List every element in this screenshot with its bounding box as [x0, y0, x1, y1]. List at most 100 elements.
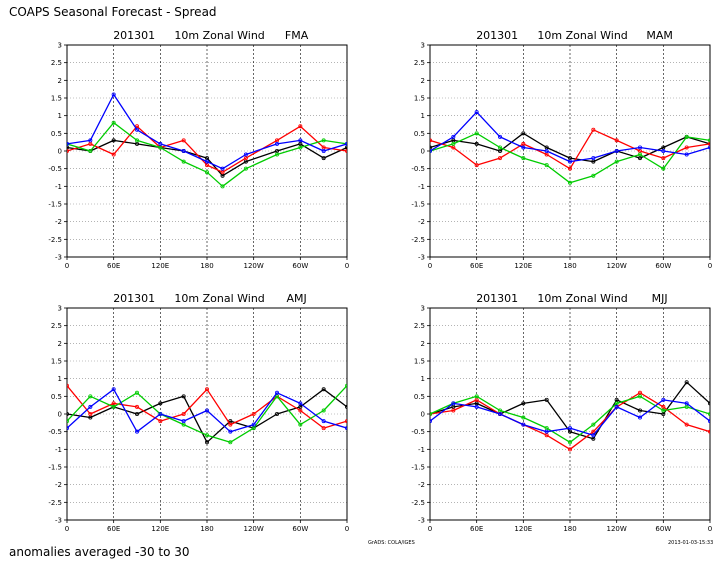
series-line-2 [430, 395, 710, 443]
x-tick-label: 120E [514, 262, 532, 270]
series-point [474, 131, 479, 136]
series-line-3 [67, 388, 347, 433]
series-point [298, 408, 303, 413]
series-line-0 [430, 381, 710, 440]
series-line-2 [67, 122, 347, 187]
series-point [684, 145, 689, 150]
x-tick-label: 180 [563, 262, 576, 270]
series-point [708, 141, 710, 146]
series-point [708, 138, 710, 143]
y-tick-label: -2.5 [411, 236, 425, 244]
series-point [661, 148, 666, 153]
y-tick-label: 2.5 [414, 322, 425, 330]
y-tick-label: -1 [418, 446, 425, 454]
series-point [298, 145, 303, 150]
y-tick-label: 1.5 [414, 358, 425, 366]
series-point [111, 152, 116, 157]
series-point [568, 440, 573, 445]
series-point [345, 404, 347, 409]
series-point [568, 159, 573, 164]
series-point [591, 156, 596, 161]
series-point [228, 440, 233, 445]
series-point [451, 401, 456, 406]
panel-title-season: MAM [646, 29, 673, 42]
x-tick-label: 180 [200, 262, 213, 270]
series-point [430, 149, 432, 153]
series-point [88, 148, 93, 153]
series-point [708, 412, 710, 416]
series-point [204, 387, 209, 392]
series-line-0 [430, 132, 710, 163]
series-point [684, 134, 689, 139]
series-line-3 [430, 399, 710, 436]
series-point [181, 138, 186, 143]
series-line-1 [430, 129, 710, 170]
series-point [88, 411, 93, 416]
series-point [544, 397, 549, 402]
series-line-3 [430, 111, 710, 163]
y-tick-label: -1.5 [411, 464, 425, 472]
y-tick-label: 0.5 [414, 393, 425, 401]
y-tick-label: 1.5 [51, 95, 62, 103]
series-point [474, 404, 479, 409]
y-tick-label: -2 [418, 481, 425, 489]
series-point [638, 408, 643, 413]
series-point [158, 141, 163, 146]
series-point [591, 127, 596, 132]
x-tick-label: 60E [107, 525, 120, 533]
series-point [345, 419, 347, 424]
series-point [298, 401, 303, 406]
series-point [274, 390, 279, 395]
series-point [111, 92, 116, 97]
series-group [430, 110, 710, 185]
series-point [544, 429, 549, 434]
x-tick-label: 0 [708, 262, 712, 270]
series-point [345, 383, 347, 388]
series-point [67, 141, 69, 146]
series-point [111, 404, 116, 409]
page-title: COAPS Seasonal Forecast - Spread [9, 5, 217, 19]
y-tick-label: 2 [58, 340, 62, 348]
panel-title-date: 201301 [113, 292, 155, 305]
series-point [67, 412, 69, 416]
x-tick-label: 180 [200, 525, 213, 533]
y-tick-label: 2 [421, 340, 425, 348]
series-point [661, 397, 666, 402]
series-point [568, 180, 573, 185]
y-tick-label: 1 [58, 112, 62, 120]
x-tick-label: 0 [708, 525, 712, 533]
y-tick-label: 1 [421, 375, 425, 383]
x-tick-label: 120E [151, 262, 169, 270]
series-point [243, 152, 248, 157]
series-point [474, 394, 479, 399]
y-tick-label: -2 [55, 481, 62, 489]
y-tick-label: -2.5 [48, 236, 62, 244]
series-point [708, 401, 710, 406]
series-point [544, 163, 549, 168]
series-point [134, 127, 139, 132]
series-point [88, 394, 93, 399]
series-point [591, 422, 596, 427]
series-point [614, 138, 619, 143]
series-point [614, 148, 619, 153]
series-line-3 [67, 93, 347, 170]
x-tick-label: 120W [244, 262, 264, 270]
series-point [111, 138, 116, 143]
series-point [67, 426, 69, 431]
series-point [638, 152, 643, 157]
series-point [204, 440, 209, 445]
x-tick-label: 0 [428, 525, 432, 533]
series-point [321, 408, 326, 413]
y-tick-label: -2 [418, 218, 425, 226]
x-tick-label: 120E [514, 525, 532, 533]
x-tick-label: 0 [345, 262, 349, 270]
series-line-1 [430, 392, 710, 450]
panel-title-season: FMA [285, 29, 309, 42]
series-point [430, 419, 432, 424]
x-tick-label: 60W [655, 262, 671, 270]
series-point [497, 145, 502, 150]
y-tick-label: -0.5 [48, 428, 62, 436]
x-tick-label: 180 [563, 525, 576, 533]
series-group [67, 383, 347, 445]
series-point [497, 156, 502, 161]
